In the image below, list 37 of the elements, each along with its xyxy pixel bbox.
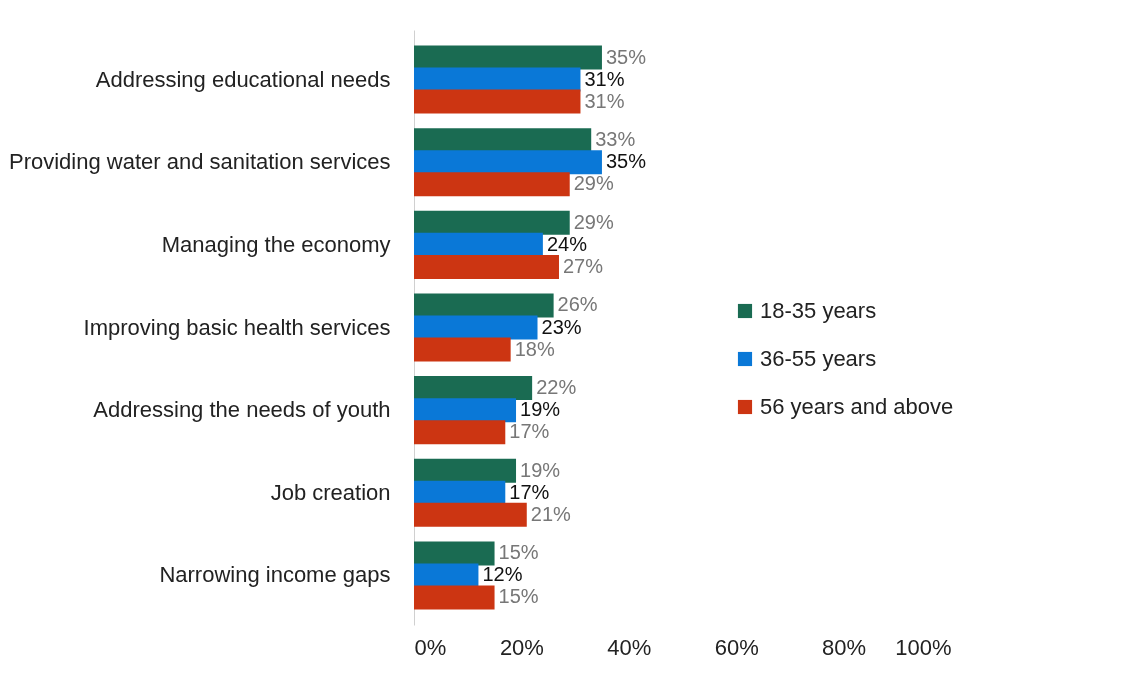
data-label: 22% <box>536 376 577 399</box>
y-tick-label: Addressing the needs of youth <box>93 397 391 423</box>
legend-label: 56 years and above <box>760 394 954 419</box>
data-label: 33% <box>595 128 636 151</box>
data-label: 26% <box>557 293 598 316</box>
y-tick-label: Improving basic health services <box>83 314 391 340</box>
data-label: 23% <box>541 315 582 338</box>
data-label: 21% <box>530 502 572 525</box>
data-label: 31% <box>584 67 625 90</box>
x-tick-label: 20% <box>499 634 544 660</box>
data-label: 18% <box>514 337 555 360</box>
x-tick-label: 40% <box>607 634 652 660</box>
data-label: 29% <box>573 172 614 195</box>
data-label: 19% <box>520 398 561 421</box>
data-label: 17% <box>509 420 550 443</box>
legend-label: 36-55 years <box>760 346 877 371</box>
data-label: 15% <box>498 541 539 564</box>
y-tick-label: Managing the economy <box>161 231 391 257</box>
data-label: 17% <box>509 480 550 503</box>
data-label: 24% <box>546 232 588 255</box>
y-tick-label: Addressing educational needs <box>95 66 391 92</box>
data-label: 35% <box>605 45 647 68</box>
data-label: 29% <box>573 210 614 233</box>
y-tick-label: Job creation <box>270 479 391 505</box>
data-label: 31% <box>584 89 625 112</box>
data-label: 35% <box>605 150 647 173</box>
x-tick-label: 80% <box>822 634 867 660</box>
y-tick-label: Narrowing income gaps <box>159 562 391 588</box>
x-tick-label: 0% <box>414 634 447 660</box>
y-tick-label: Providing water and sanitation services <box>8 149 391 175</box>
data-label: 27% <box>562 254 604 277</box>
data-label: 19% <box>520 458 561 481</box>
legend-label: 18-35 years <box>760 298 877 323</box>
x-tick-label: 60% <box>714 634 759 660</box>
data-label: 12% <box>482 563 523 586</box>
data-label: 15% <box>498 585 539 608</box>
x-tick-label: 100% <box>895 634 952 660</box>
